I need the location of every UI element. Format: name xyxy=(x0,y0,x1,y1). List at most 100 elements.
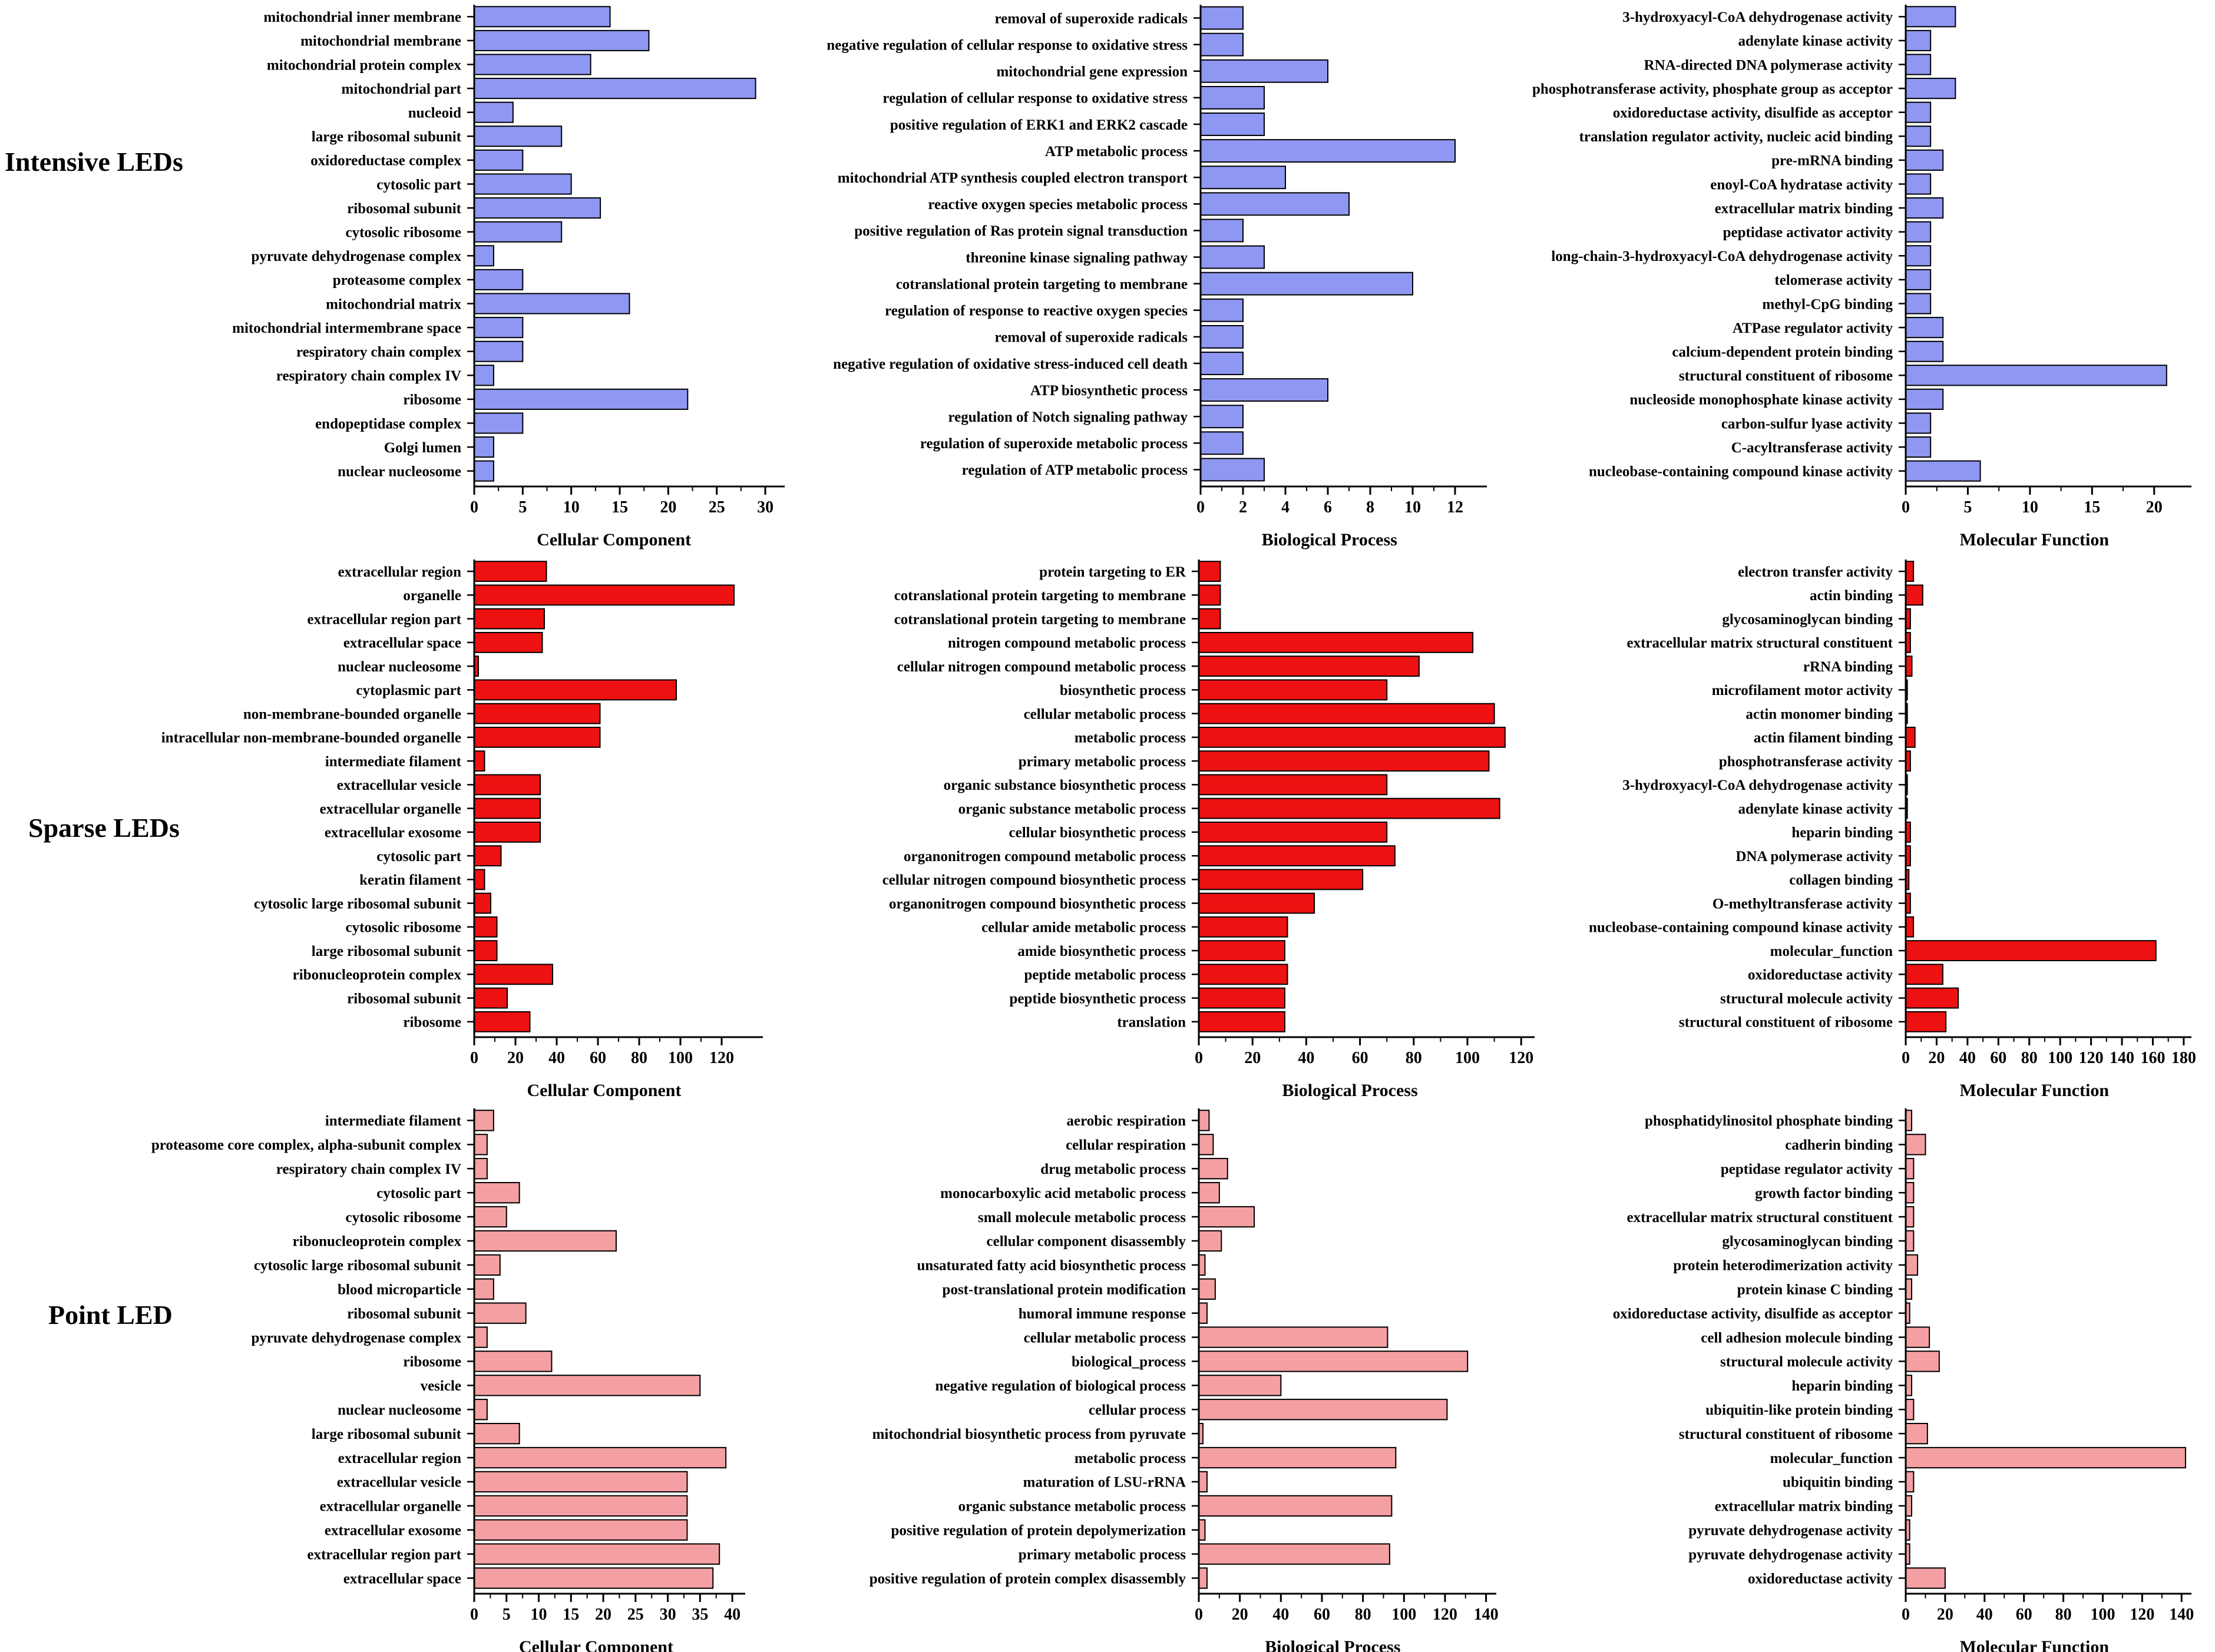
category-label: extracellular matrix structural constitu… xyxy=(1626,635,1893,651)
bar xyxy=(1905,340,1944,362)
x-tick-label: 15 xyxy=(563,1605,579,1624)
category-label: organonitrogen compound biosynthetic pro… xyxy=(889,896,1186,912)
x-tick-label: 80 xyxy=(1406,1049,1422,1067)
category-label: amide biosynthetic process xyxy=(1017,943,1186,959)
bar xyxy=(1905,54,1932,75)
category-label: nuclear nucleosome xyxy=(338,1402,461,1418)
x-tick-label: 0 xyxy=(1902,498,1910,517)
bar xyxy=(1905,317,1944,339)
x-tick-label: 20 xyxy=(2146,498,2163,517)
category-label: ATPase regulator activity xyxy=(1733,320,1893,336)
bar xyxy=(1905,365,2167,386)
bar xyxy=(1198,1230,1222,1252)
x-tick-label: 0 xyxy=(1902,1049,1910,1067)
bar xyxy=(1198,726,1506,748)
bar xyxy=(1905,221,1932,243)
bar xyxy=(1200,325,1244,349)
category-label: pyruvate dehydrogenase activity xyxy=(1688,1523,1893,1539)
bar xyxy=(474,584,735,606)
category-label: mitochondrial biosynthetic process from … xyxy=(872,1426,1186,1442)
bar xyxy=(474,1471,688,1493)
category-label: extracellular exosome xyxy=(325,825,461,841)
category-label: cotranslational protein targeting to mem… xyxy=(894,611,1186,627)
category-label: extracellular vesicle xyxy=(337,1475,461,1491)
category-label: rRNA binding xyxy=(1803,659,1893,675)
bar xyxy=(1905,101,1932,123)
x-tick-label: 20 xyxy=(1232,1605,1248,1624)
category-label: removal of superoxide radicals xyxy=(994,11,1188,27)
bar xyxy=(1905,1254,1919,1276)
bar xyxy=(1198,1011,1285,1032)
category-label: nuclear nucleosome xyxy=(338,464,461,479)
category-label: enoyl-CoA hydratase activity xyxy=(1710,177,1893,193)
x-tick-label: 5 xyxy=(502,1605,511,1624)
bar xyxy=(1198,1181,1220,1204)
x-tick-label: 100 xyxy=(2048,1049,2072,1067)
bar xyxy=(1198,584,1221,606)
x-tick-label: 20 xyxy=(1937,1605,1953,1624)
category-label: oxidoreductase complex xyxy=(310,153,461,169)
chart-panel-8: phosphatidylinositol phosphate binding ca… xyxy=(1613,1108,2194,1652)
category-label: biosynthetic process xyxy=(1060,683,1186,698)
category-label: protein kinase C binding xyxy=(1737,1282,1893,1298)
category-label: extracellular region part xyxy=(307,1547,461,1562)
x-tick-label: 40 xyxy=(1272,1605,1289,1624)
category-label: humoral immune response xyxy=(1019,1306,1186,1322)
x-tick-label: 20 xyxy=(1244,1049,1261,1067)
bar xyxy=(1905,125,1932,147)
chart-panel-7: aerobic respiration cellular respiration d… xyxy=(870,1108,1499,1652)
x-axis-title: Molecular Function xyxy=(1959,530,2109,549)
category-label: carbon-sulfur lyase activity xyxy=(1721,416,1893,432)
category-label: calcium-dependent protein binding xyxy=(1672,344,1893,360)
bar xyxy=(1905,245,1932,267)
bar xyxy=(474,29,650,51)
bar xyxy=(1200,272,1413,296)
bar xyxy=(1198,821,1388,843)
bar xyxy=(474,1495,688,1517)
x-axis-title: Biological Process xyxy=(1262,530,1397,549)
category-label: cellular process xyxy=(1089,1402,1186,1418)
chart-panel-5: electron transfer activity actin binding g… xyxy=(1589,560,2196,1100)
bar xyxy=(1200,85,1265,110)
category-label: mitochondrial membrane xyxy=(300,34,461,49)
bar xyxy=(474,1110,494,1131)
x-tick-label: 0 xyxy=(470,498,478,517)
x-tick-label: 80 xyxy=(2055,1605,2072,1624)
category-label: C-acyltransferase activity xyxy=(1731,440,1893,456)
bar xyxy=(474,1567,714,1589)
category-label: intermediate filament xyxy=(325,1113,462,1129)
bar xyxy=(1198,1326,1388,1348)
bar xyxy=(1905,1278,1913,1300)
category-label: pyruvate dehydrogenase complex xyxy=(252,1330,462,1346)
category-label: ATP biosynthetic process xyxy=(1030,383,1188,399)
bar xyxy=(1905,1471,1915,1493)
category-label: reactive oxygen species metabolic proces… xyxy=(928,197,1188,213)
category-label: primary metabolic process xyxy=(1019,754,1186,770)
category-label: pyruvate dehydrogenase complex xyxy=(252,249,462,264)
category-label: DNA polymerase activity xyxy=(1735,849,1893,865)
category-label: negative regulation of biological proces… xyxy=(935,1378,1186,1394)
bar xyxy=(1200,139,1456,163)
x-tick-label: 40 xyxy=(1298,1049,1314,1067)
category-label: intermediate filament xyxy=(325,754,462,770)
bar xyxy=(1905,726,1916,748)
chart-panel-2: 3-hydroxyacyl-CoA dehydrogenase activity… xyxy=(1532,5,2191,549)
x-axis-title: Cellular Component xyxy=(519,1637,673,1652)
x-axis-title: Biological Process xyxy=(1282,1081,1417,1100)
category-label: extracellular space xyxy=(343,635,461,651)
category-label: peptide biosynthetic process xyxy=(1009,991,1186,1007)
bar xyxy=(474,1206,507,1228)
bar xyxy=(1905,1350,1940,1372)
category-label: cytosolic part xyxy=(376,1186,461,1201)
bar xyxy=(474,892,491,914)
category-label: structural constituent of ribosome xyxy=(1679,1426,1893,1442)
x-tick-label: 15 xyxy=(2084,498,2100,517)
category-label: positive regulation of protein complex d… xyxy=(870,1571,1186,1587)
bar xyxy=(474,125,563,147)
x-tick-label: 20 xyxy=(507,1049,524,1067)
x-tick-label: 40 xyxy=(1959,1049,1976,1067)
x-tick-label: 10 xyxy=(1404,498,1421,517)
x-tick-label: 0 xyxy=(1196,498,1205,517)
category-label: translation regulator activity, nucleic … xyxy=(1579,129,1893,145)
x-tick-label: 80 xyxy=(2021,1049,2038,1067)
